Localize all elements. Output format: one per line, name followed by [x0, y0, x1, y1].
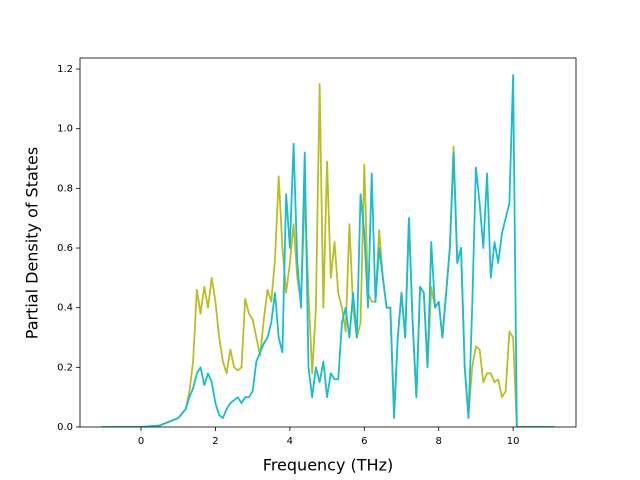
- y-tick-label: 0.4: [57, 303, 73, 314]
- x-axis-label: Frequency (THz): [263, 456, 393, 475]
- x-tick-label: 2: [212, 436, 218, 447]
- y-tick-label: 1.0: [57, 124, 73, 135]
- dos-line: [101, 74, 555, 427]
- y-tick-label: 1.2: [57, 64, 73, 75]
- x-tick-label: 10: [507, 436, 520, 447]
- x-tick-label: 6: [361, 436, 367, 447]
- y-tick-label: 0.6: [57, 243, 73, 254]
- x-tick-label: 8: [436, 436, 442, 447]
- y-tick-label: 0.0: [57, 422, 73, 433]
- y-tick-label: 0.2: [57, 362, 73, 373]
- y-axis-label: Partial Density of States: [23, 147, 42, 339]
- x-tick-label: 0: [138, 436, 144, 447]
- y-tick-label: 0.8: [57, 183, 73, 194]
- x-tick-label: 4: [287, 436, 293, 447]
- plot-frame: [79, 57, 577, 428]
